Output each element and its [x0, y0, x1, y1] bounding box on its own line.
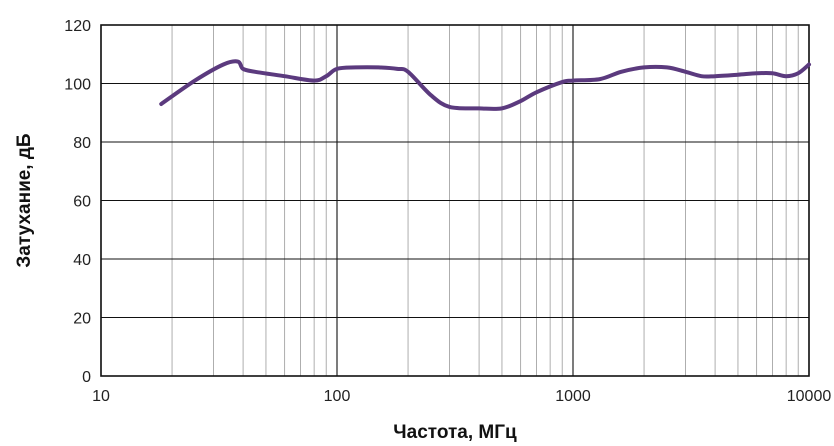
x-tick-label: 10 [92, 388, 110, 405]
plot-frame [100, 24, 810, 377]
y-tick-label: 80 [73, 135, 91, 152]
x-tick-label: 10000 [787, 388, 832, 405]
y-tick-label: 40 [73, 252, 91, 269]
y-tick-label: 120 [64, 18, 91, 35]
y-axis-ticks: 0 20 40 60 80 100 120 [64, 18, 91, 386]
y-axis-title: Затухание, дБ [14, 133, 35, 267]
y-tick-label: 0 [82, 369, 91, 386]
series-layer [159, 59, 811, 111]
x-tick-label: 1000 [555, 388, 591, 405]
x-tick-label: 100 [324, 388, 351, 405]
y-tick-label: 20 [73, 311, 91, 328]
attenuation-series-line [159, 59, 811, 111]
y-tick-label: 100 [64, 77, 91, 94]
x-axis-title: Частота, МГц [393, 422, 517, 443]
x-axis-ticks: 10 100 1000 10000 [92, 388, 831, 405]
y-tick-label: 60 [73, 194, 91, 211]
